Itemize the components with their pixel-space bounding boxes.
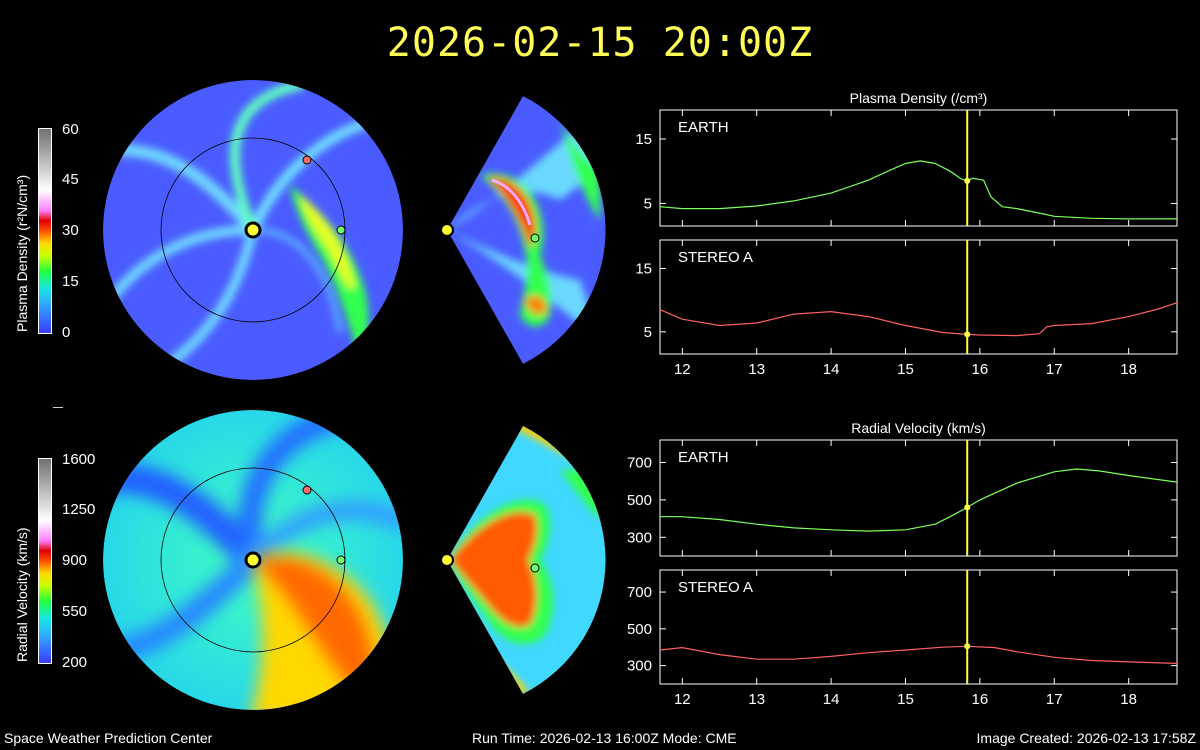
sun-marker-density: [244, 221, 262, 239]
velocity-stereo-xtick-label: 14: [823, 691, 840, 708]
velocity-tick-900: 900: [62, 552, 88, 569]
earth-marker-density: [336, 225, 346, 235]
density-tick-30: 30: [62, 222, 79, 239]
density-tick-60: 60: [62, 121, 79, 138]
stereo-marker-density: [302, 155, 312, 165]
earth-marker-density-wedge: [530, 233, 540, 243]
density-stereo-series-line: [659, 302, 1178, 337]
density-stereo-ytick-label: 5: [644, 324, 652, 341]
sun-marker-velocity-wedge: [440, 553, 454, 567]
velocity-stereo-series-line: [659, 645, 1178, 664]
density-tick-45: 45: [62, 171, 79, 188]
velocity-stereo-marker-point: [964, 643, 971, 650]
velocity-earth-chart: 300 500 700 EARTH: [627, 439, 1178, 557]
velocity-stereo-frame: [659, 569, 1178, 685]
velocity-stereo-xtick-label: 13: [748, 691, 765, 708]
density-stereo-xtick-label: 17: [1046, 361, 1063, 378]
velocity-stereo-xtick-label: 16: [972, 691, 989, 708]
density-stereo-ytick-label: 15: [635, 261, 652, 278]
earth-marker-velocity: [336, 555, 346, 565]
velocity-earth-frame: [659, 439, 1178, 557]
footer-run-time: Run Time: 2026-02-13 16:00Z Mode: CME: [472, 730, 737, 746]
velocity-stereo-xtick-label: 15: [897, 691, 914, 708]
velocity-tick-550: 550: [62, 603, 88, 620]
density-stereo-xtick-label: 13: [748, 361, 765, 378]
velocity-stereo-xtick-label: 18: [1120, 691, 1137, 708]
velocity-stereo-xtick-label: 17: [1046, 691, 1063, 708]
stereo-marker-velocity: [302, 485, 312, 495]
density-colorbar: [38, 128, 52, 334]
sun-marker-density-wedge: [440, 223, 454, 237]
density-meridional-map: [447, 96, 606, 364]
footer-image-created: Image Created: 2026-02-13 17:58Z: [976, 730, 1196, 746]
velocity-earth-marker-point: [964, 504, 971, 511]
density-stereo-xtick-label: 18: [1120, 361, 1137, 378]
density-panel-title: Plasma Density (/cm³): [849, 90, 988, 106]
velocity-tick-200: 200: [62, 654, 88, 671]
velocity-stereo-ytick-label: 300: [627, 658, 652, 675]
velocity-earth-ytick-label: 700: [627, 454, 652, 471]
earth-marker-velocity-wedge: [530, 563, 540, 573]
velocity-earth-ytick-label: 500: [627, 492, 652, 509]
density-tick-15: 15: [62, 273, 79, 290]
page-title: 2026-02-15 20:00Z: [386, 20, 814, 66]
density-tick-0: 0: [62, 324, 71, 341]
density-stereo-xtick-label: 12: [674, 361, 691, 378]
density-stereo-xtick-label: 15: [897, 361, 914, 378]
velocity-earth-series-line: [660, 468, 1178, 532]
density-earth-marker-point: [964, 177, 971, 184]
density-earth-ytick-label: 5: [644, 195, 652, 212]
density-stereo-xtick-label: 16: [972, 361, 989, 378]
velocity-stereo-xtick-label: 12: [674, 691, 691, 708]
density-earth-chart: 5 15 EARTH: [635, 109, 1178, 227]
velocity-stereo-ytick-label: 500: [627, 621, 652, 638]
velocity-panel-title: Radial Velocity (km/s): [851, 420, 986, 436]
density-stereo-label: STEREO A: [678, 249, 753, 266]
footer-agency: Space Weather Prediction Center: [4, 730, 213, 746]
density-stereo-chart: 5 15 STEREO A 12 13 14 15 16 17 18: [635, 239, 1178, 378]
velocity-earth-label: EARTH: [678, 449, 729, 466]
density-earth-ytick-label: 15: [635, 131, 652, 148]
density-stereo-xtick-label: 14: [823, 361, 840, 378]
density-stereo-frame: [659, 239, 1178, 355]
velocity-earth-ytick-label: 300: [627, 529, 652, 546]
velocity-stereo-label: STEREO A: [678, 579, 753, 596]
velocity-stereo-chart: 300 500 700 STEREO A 12 13 14 15 16 17 18: [627, 569, 1178, 708]
density-stereo-marker-point: [964, 331, 971, 338]
separator-mark: [53, 407, 63, 408]
velocity-tick-1600: 1600: [62, 451, 96, 468]
velocity-colorbar: [38, 458, 52, 664]
velocity-stereo-ytick-label: 700: [627, 584, 652, 601]
density-earth-series-line: [659, 160, 1177, 220]
sun-marker-velocity: [244, 551, 262, 569]
velocity-tick-1250: 1250: [62, 501, 96, 518]
density-earth-frame: [659, 109, 1178, 227]
density-earth-label: EARTH: [678, 119, 729, 136]
